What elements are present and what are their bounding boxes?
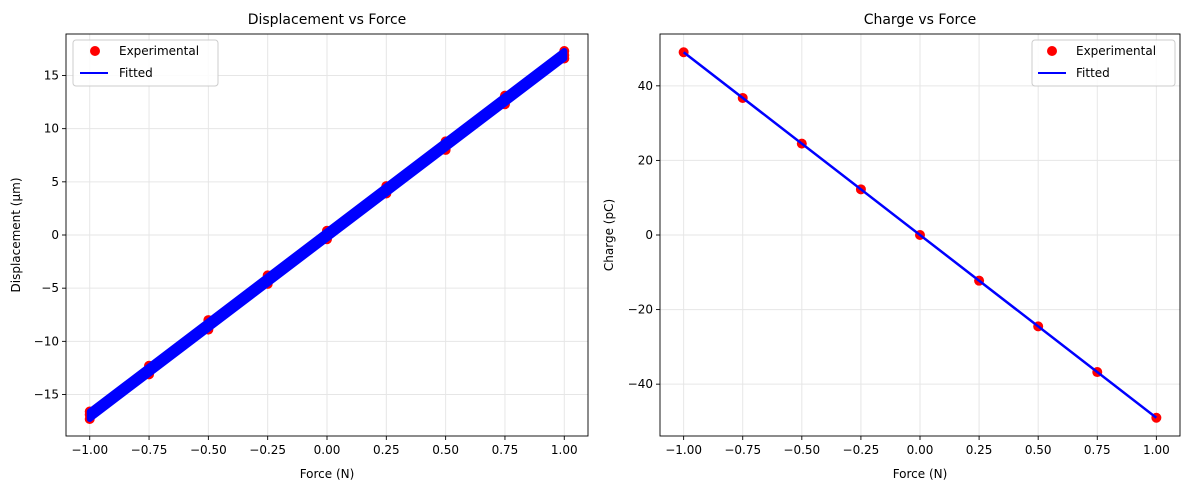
x-axis-label: Force (N) xyxy=(300,467,355,481)
x-tick-label: −0.75 xyxy=(131,443,168,457)
x-tick-label: 1.00 xyxy=(551,443,578,457)
x-tick-label: 0.50 xyxy=(432,443,459,457)
y-axis-ticks: −15 −10 −5 0 5 10 15 xyxy=(34,68,66,402)
legend-marker-experimental xyxy=(1047,46,1057,56)
legend-label-experimental: Experimental xyxy=(119,44,199,58)
y-tick-label: −40 xyxy=(628,377,653,391)
chart-displacement-vs-force: Displacement vs Force −1.00 −0.75 −0.50 −0.… xyxy=(9,12,589,481)
plot-frame xyxy=(659,33,1181,437)
y-tick-label: −5 xyxy=(41,281,59,295)
y-tick-label: −10 xyxy=(34,334,59,348)
plot-marks xyxy=(678,47,1162,423)
x-tick-label: −1.00 xyxy=(71,443,108,457)
x-tick-label: 0.75 xyxy=(1084,443,1111,457)
legend: Experimental Fitted xyxy=(1031,39,1176,87)
x-tick-label: 0.00 xyxy=(907,443,934,457)
x-tick-label: −0.50 xyxy=(783,443,820,457)
y-axis-ticks: −40 −20 0 20 40 xyxy=(628,79,660,391)
grid-lines xyxy=(66,34,588,436)
legend-label-fitted: Fitted xyxy=(1076,66,1110,80)
plot-frame xyxy=(65,33,589,437)
x-axis-ticks: −1.00 −0.75 −0.50 −0.25 0.00 0.25 0.50 0.75 1.00 xyxy=(71,436,578,457)
y-tick-label: 10 xyxy=(44,122,59,136)
y-tick-label: 0 xyxy=(645,228,653,242)
y-tick-label: 15 xyxy=(44,68,59,82)
x-tick-label: −0.75 xyxy=(724,443,761,457)
x-tick-label: −0.25 xyxy=(249,443,286,457)
legend-marker-experimental xyxy=(90,46,100,56)
x-axis-label: Force (N) xyxy=(893,467,948,481)
legend: Experimental Fitted xyxy=(72,39,219,87)
x-tick-label: −0.50 xyxy=(190,443,227,457)
x-tick-label: 0.75 xyxy=(492,443,519,457)
x-tick-label: 0.00 xyxy=(314,443,341,457)
y-tick-label: 5 xyxy=(51,175,59,189)
legend-label-fitted: Fitted xyxy=(119,66,153,80)
y-tick-label: −20 xyxy=(628,303,653,317)
y-tick-label: 20 xyxy=(638,153,653,167)
x-tick-label: −0.25 xyxy=(843,443,880,457)
x-axis-ticks: −1.00 −0.75 −0.50 −0.25 0.00 0.25 0.50 0.75 1.00 xyxy=(665,436,1170,457)
y-tick-label: 0 xyxy=(51,228,59,242)
plot-marks xyxy=(84,46,570,424)
x-tick-label: 1.00 xyxy=(1143,443,1170,457)
x-tick-label: 0.50 xyxy=(1025,443,1052,457)
y-tick-label: 40 xyxy=(638,79,653,93)
x-tick-label: −1.00 xyxy=(665,443,702,457)
x-tick-label: 0.25 xyxy=(966,443,993,457)
chart-title: Displacement vs Force xyxy=(248,12,407,28)
y-axis-label: Displacement (μm) xyxy=(9,178,23,293)
chart-charge-vs-force: Charge vs Force −1.00 −0.75 −0.50 −0.25 0.00… xyxy=(602,12,1181,481)
x-tick-label: 0.25 xyxy=(373,443,400,457)
fitted-line xyxy=(682,51,1158,419)
y-tick-label: −15 xyxy=(34,388,59,402)
y-axis-label: Charge (pC) xyxy=(602,199,616,271)
fitted-line-band xyxy=(86,48,568,422)
legend-label-experimental: Experimental xyxy=(1076,44,1156,58)
chart-title: Charge vs Force xyxy=(864,12,977,28)
legend-box xyxy=(1031,39,1176,87)
legend-box xyxy=(72,39,219,87)
